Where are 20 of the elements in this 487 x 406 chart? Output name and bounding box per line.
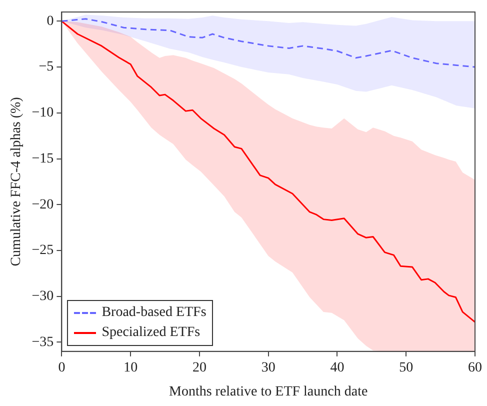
x-tick-label: 40: [330, 360, 344, 376]
line-series: [62, 18, 475, 68]
legend-label: Broad-based ETFs: [102, 305, 206, 320]
y-tick-label: −30: [32, 289, 54, 304]
x-tick-label: 50: [399, 360, 414, 376]
y-tick-label: −15: [32, 151, 54, 166]
y-tick-label: −20: [32, 197, 54, 212]
y-tick-label: 0: [46, 14, 54, 29]
y-tick-label: −35: [32, 334, 54, 350]
y-tick-label: −5: [38, 60, 54, 75]
y-tick-label: −10: [32, 106, 54, 121]
x-tick-label: 0: [58, 360, 66, 376]
x-tick-label: 20: [192, 360, 206, 376]
x-axis-title: Months relative to ETF launch date: [169, 384, 368, 400]
legend-label: Specialized ETFs: [102, 325, 200, 340]
y-axis-title: Cumulative FFC-4 alphas (%): [9, 96, 24, 266]
x-tick-label: 10: [124, 360, 138, 376]
y-tick-label: −25: [32, 243, 54, 258]
x-tick-label: 60: [468, 360, 482, 376]
x-tick-label: 30: [261, 360, 276, 376]
